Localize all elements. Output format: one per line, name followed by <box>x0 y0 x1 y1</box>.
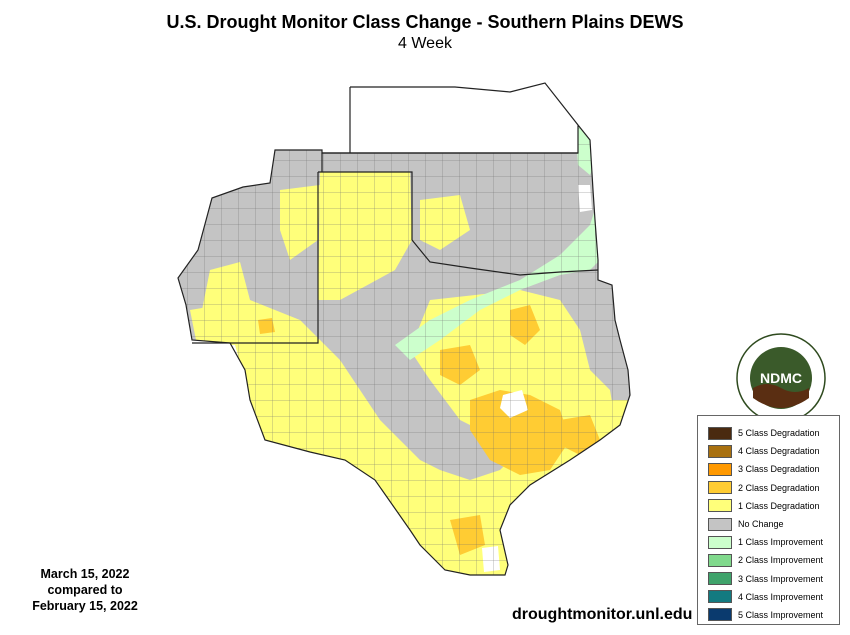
legend-item: 3 Class Improvement <box>708 570 839 588</box>
legend: 5 Class Degradation 4 Class Degradation 3 … <box>697 415 840 625</box>
legend-item: 4 Class Degradation <box>708 442 839 460</box>
legend-item: No Change <box>708 515 839 533</box>
legend-label: No Change <box>738 519 784 530</box>
legend-label: 1 Class Improvement <box>738 537 824 548</box>
legend-swatch <box>708 481 732 495</box>
legend-item: 2 Class Improvement <box>708 551 839 569</box>
legend-item: 3 Class Degradation <box>708 460 839 478</box>
legend-label: 3 Class Degradation <box>738 464 820 475</box>
legend-label: 2 Class Degradation <box>738 482 820 493</box>
legend-item: 5 Class Improvement <box>708 606 839 624</box>
legend-swatch <box>708 608 732 622</box>
legend-swatch <box>708 462 732 476</box>
county-grid <box>178 83 630 575</box>
legend-label: 3 Class Improvement <box>738 573 824 584</box>
legend-swatch <box>708 426 732 440</box>
ndmc-logo: NDMC <box>736 333 826 423</box>
logo-text: NDMC <box>760 370 802 386</box>
legend-label: 4 Class Improvement <box>738 591 824 602</box>
legend-label: 2 Class Improvement <box>738 555 824 566</box>
date-current: March 15, 2022 <box>40 567 130 581</box>
legend-item: 1 Class Improvement <box>708 533 839 551</box>
legend-label: 4 Class Degradation <box>738 446 820 457</box>
source-url[interactable]: droughtmonitor.unl.edu <box>512 606 693 623</box>
date-compared-label: compared to <box>47 583 123 597</box>
state-boundaries <box>192 87 599 344</box>
legend-swatch <box>708 535 732 549</box>
map-subtitle: 4 Week <box>398 35 452 52</box>
map-title: U.S. Drought Monitor Class Change - Sout… <box>166 12 684 32</box>
date-comparison: March 15, 2022 compared to February 15, … <box>20 566 150 614</box>
legend-item: 4 Class Improvement <box>708 588 839 606</box>
legend-swatch <box>708 553 732 567</box>
legend-item: 1 Class Degradation <box>708 497 839 515</box>
legend-label: 5 Class Improvement <box>738 609 824 620</box>
legend-item: 5 Class Degradation <box>708 424 839 442</box>
region-outline <box>177 82 631 576</box>
legend-swatch <box>708 499 732 513</box>
legend-swatch <box>708 590 732 604</box>
date-previous: February 15, 2022 <box>32 599 138 613</box>
legend-swatch <box>708 572 732 586</box>
legend-swatch <box>708 444 732 458</box>
legend-item: 2 Class Degradation <box>708 479 839 497</box>
legend-swatch <box>708 517 732 531</box>
legend-label: 5 Class Degradation <box>738 428 820 439</box>
legend-label: 1 Class Degradation <box>738 500 820 511</box>
